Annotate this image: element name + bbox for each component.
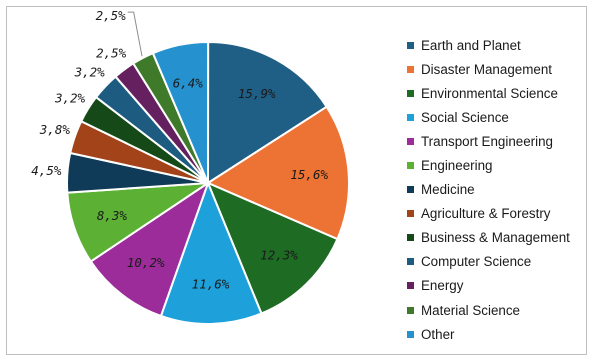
slice-label-0: 15,9% [238, 86, 276, 101]
legend-label: Business & Management [421, 230, 570, 246]
chart-frame: 15,9% 15,6% 12,3% 11,6% 10,2% 8,3% 4,5% 3,8% 3,2… [6, 6, 587, 355]
slice-label-9: 3,2% [74, 65, 106, 80]
legend-swatch [407, 186, 414, 194]
legend-label: Earth and Planet [421, 37, 521, 53]
legend-swatch [407, 113, 414, 121]
legend-label: Other [421, 326, 455, 342]
legend-swatch [407, 282, 414, 290]
leader-line-11 [127, 11, 143, 57]
pie-slice-0 [206, 40, 329, 185]
legend-swatch [407, 162, 414, 170]
legend-swatch [407, 41, 414, 49]
legend-item-10: Energy [407, 274, 593, 298]
legend-item-1: Disaster Management [407, 57, 593, 81]
legend-label: Disaster Management [421, 61, 552, 77]
legend-swatch [407, 210, 414, 218]
pie-slice-4 [89, 180, 210, 318]
legend-label: Energy [421, 278, 464, 294]
legend-swatch [407, 137, 414, 145]
legend-swatch [407, 306, 414, 314]
pie-slice-2 [206, 181, 339, 315]
legend-swatch [407, 234, 414, 242]
legend-item-2: Environmental Science [407, 81, 593, 105]
legend-item-5: Engineering [407, 153, 593, 177]
legend-label: Engineering [421, 158, 493, 174]
slice-label-4: 10,2% [127, 255, 165, 270]
legend-item-4: Transport Engineering [407, 129, 593, 153]
pie-slice-12 [151, 40, 210, 184]
slice-label-6: 4,5% [31, 163, 62, 178]
legend-label: Medicine [421, 182, 475, 198]
legend-item-11: Material Science [407, 298, 593, 322]
slice-label-11: 2,5% [96, 8, 127, 23]
slice-label-3: 11,6% [192, 277, 230, 292]
slice-label-10: 2,5% [96, 46, 127, 61]
legend-item-6: Medicine [407, 178, 593, 202]
legend-label: Transport Engineering [421, 133, 553, 149]
legend-swatch [407, 330, 414, 338]
legend-label: Material Science [421, 302, 520, 318]
legend-item-7: Agriculture & Forestry [407, 202, 593, 226]
slice-label-7: 3,8% [39, 122, 71, 137]
legend-swatch [407, 258, 414, 266]
pie-chart: 15,9% 15,6% 12,3% 11,6% 10,2% 8,3% 4,5% 3,8% 3,2… [31, 8, 350, 325]
legend: Earth and Planet Disaster Management Envir… [407, 33, 593, 346]
legend-label: Social Science [421, 109, 509, 125]
slice-label-2: 12,3% [260, 248, 298, 263]
slice-label-8: 3,2% [54, 90, 86, 105]
legend-item-0: Earth and Planet [407, 33, 593, 57]
slice-label-12: 6,4% [173, 76, 204, 91]
legend-item-8: Business & Management [407, 226, 593, 250]
legend-label: Agriculture & Forestry [421, 206, 551, 222]
pie-slice-3 [159, 180, 263, 325]
pie-slice-1 [205, 105, 350, 241]
legend-item-9: Computer Science [407, 250, 593, 274]
slice-label-5: 8,3% [97, 208, 128, 223]
legend-item-12: Other [407, 322, 593, 346]
legend-swatch [407, 89, 414, 97]
legend-label: Computer Science [421, 254, 532, 270]
legend-item-3: Social Science [407, 105, 593, 129]
slice-label-1: 15,6% [290, 167, 328, 182]
legend-label: Environmental Science [421, 85, 558, 101]
legend-swatch [407, 65, 414, 73]
